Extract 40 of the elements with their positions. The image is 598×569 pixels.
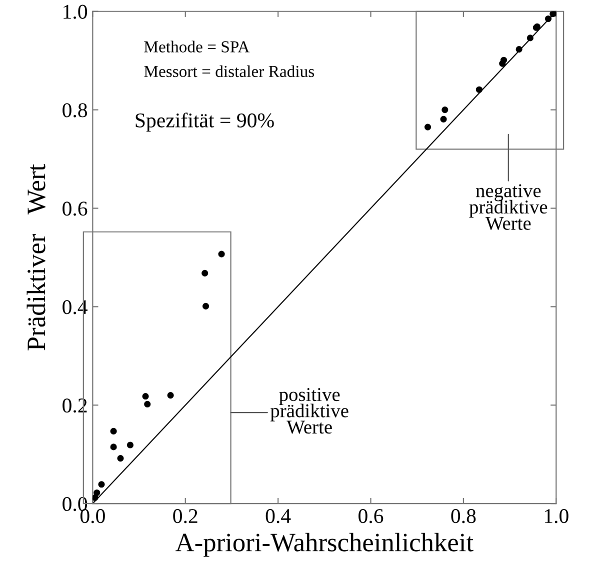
y-tick-label: 0.4 — [62, 300, 88, 314]
x-tick-label: 0.6 — [358, 509, 384, 524]
point — [440, 116, 447, 122]
point — [126, 442, 134, 448]
x-tick-label: 0.2 — [173, 509, 198, 524]
x-tick-label: 0.8 — [451, 509, 476, 524]
annotation: Spezifität = 90% — [136, 112, 274, 132]
point — [202, 302, 210, 310]
y-tick-label: 0.8 — [62, 103, 88, 118]
annotation: Methode = SPA — [144, 40, 250, 52]
point — [117, 454, 124, 462]
point — [98, 481, 105, 488]
point — [92, 494, 98, 501]
annotation: Messort = distaler Radius — [144, 65, 314, 78]
point — [516, 46, 522, 53]
annotation: negative prädiktive Werte — [469, 184, 548, 230]
y-axis-title: Prädiktiver Wert — [26, 164, 46, 350]
point — [218, 250, 225, 258]
point — [144, 400, 151, 408]
point — [142, 392, 149, 400]
point — [424, 124, 432, 130]
y-tick-label: 1.0 — [64, 4, 88, 19]
point — [476, 86, 482, 93]
x-tick-label: 1.0 — [544, 509, 568, 524]
y-tick-label: 0.6 — [62, 202, 88, 216]
point — [544, 15, 552, 22]
point — [94, 489, 100, 496]
point — [500, 56, 508, 64]
point — [167, 392, 174, 399]
point — [110, 428, 117, 435]
x-axis-title: A-priori-Wahrscheinlichkeit — [176, 532, 474, 557]
x-tick-label: 0.4 — [266, 509, 291, 524]
x-tick-label: 0.0 — [80, 509, 105, 524]
y-tick-label: 0.0 — [62, 496, 88, 512]
annotation: positive prädiktive Werte — [270, 388, 348, 434]
point — [526, 34, 534, 42]
point — [110, 444, 117, 450]
y-tick-label: 0.2 — [62, 398, 87, 413]
point — [442, 106, 448, 114]
point — [202, 270, 208, 277]
